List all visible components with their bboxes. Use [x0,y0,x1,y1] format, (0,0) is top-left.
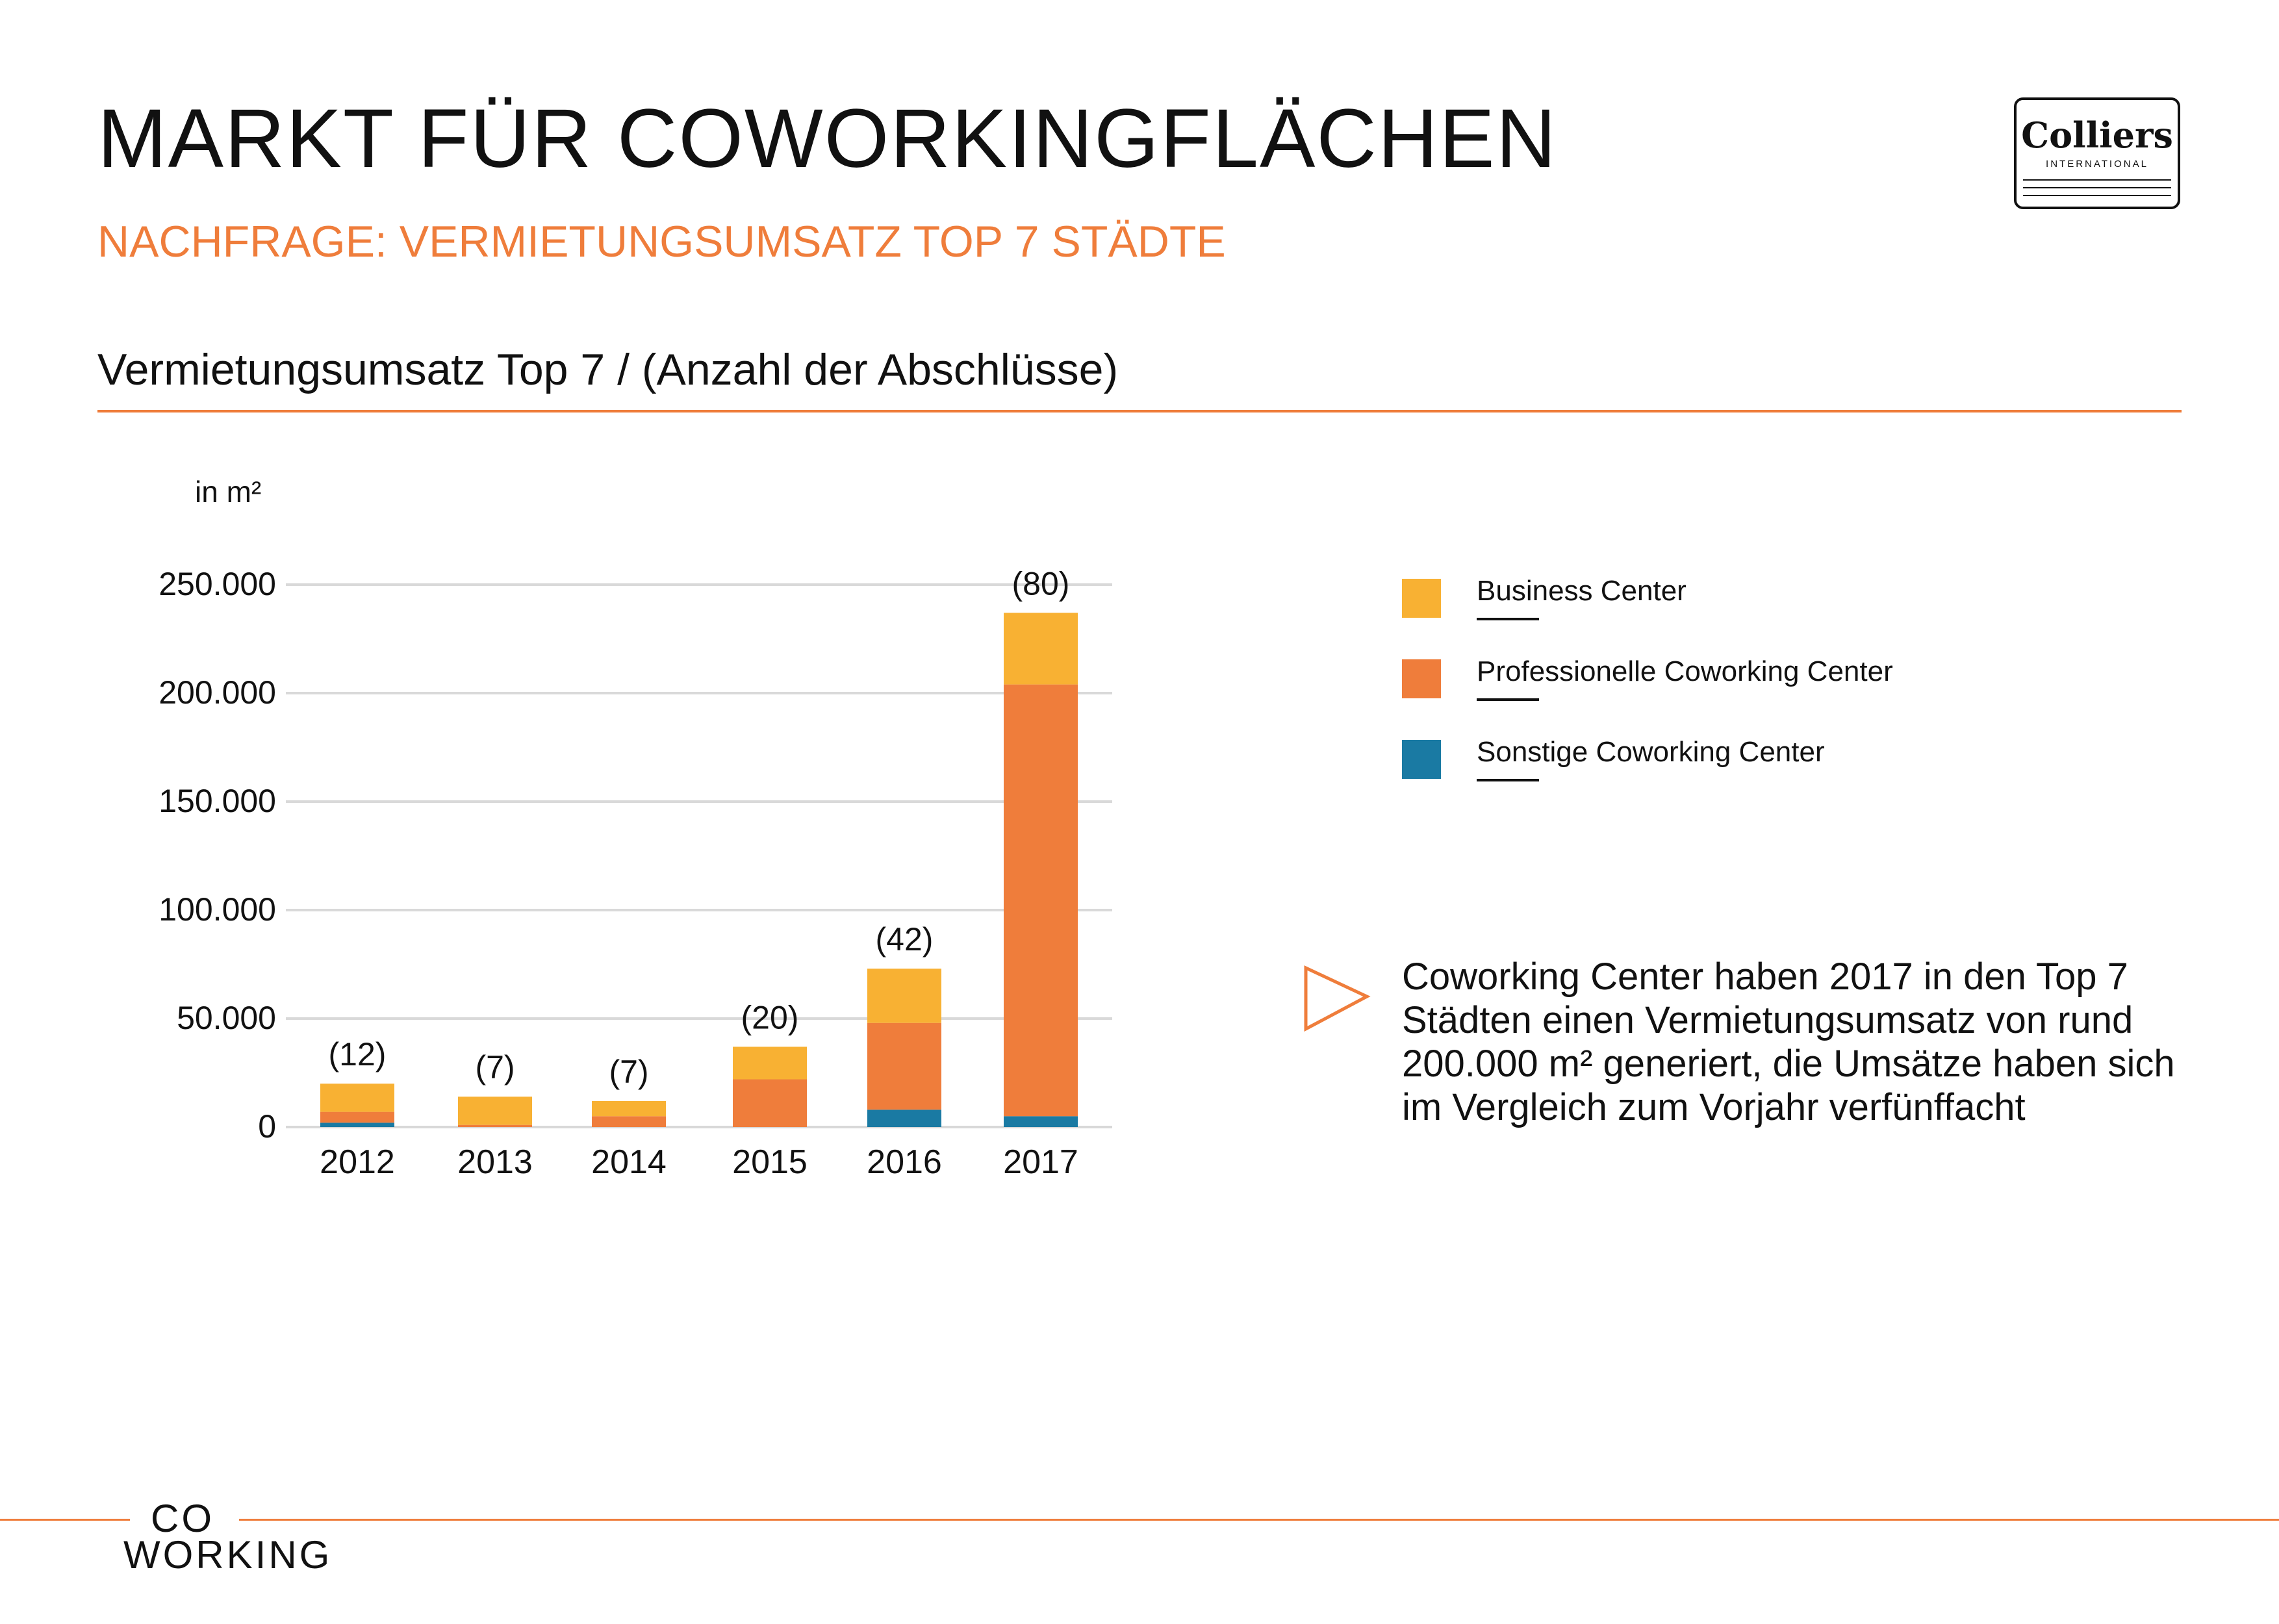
legend-swatch-business [1402,579,1441,618]
bar-segment [592,1116,666,1127]
x-tick-label: 2015 [732,1143,808,1181]
x-tick-label: 2017 [1003,1143,1078,1181]
y-tick-label: 150.000 [159,783,276,819]
bar-segment [320,1111,394,1123]
stacked-bar-chart: 0 50.000 100.000 150.000 200.000 250.000 (12) 2… [159,565,1112,1181]
deal-count-label: (12) [329,1036,387,1072]
deal-count-label: (20) [741,999,799,1035]
legend-underline [1477,618,1539,620]
legend-label-business: Business Center [1477,575,1687,607]
bar-segment [458,1097,532,1125]
bar-segment [733,1047,807,1080]
y-tick-label: 100.000 [159,891,276,928]
logo-line [2023,179,2171,181]
footer-divider-right [239,1519,2279,1521]
bar-segment [867,1110,941,1127]
callout-text: Coworking Center haben 2017 in den Top 7… [1402,956,2175,1128]
bar-segment [1004,684,1078,1117]
bar-segment [320,1084,394,1112]
bar-segment [1004,613,1078,685]
y-axis-unit: in m² [195,475,262,509]
deal-count-label: (7) [609,1054,648,1090]
bar-segment [320,1123,394,1127]
bar-segment [867,1022,941,1110]
y-tick-label: 50.000 [177,1000,276,1036]
legend-underline [1477,698,1539,701]
x-tick-label: 2012 [320,1143,395,1181]
legend-swatch-professional [1402,659,1441,698]
x-tick-label: 2014 [591,1143,667,1181]
legend-underline [1477,779,1539,781]
deal-count-label: (7) [475,1049,515,1085]
logo-name: Colliers [2021,114,2173,156]
triangle-arrow-icon [1304,965,1371,1032]
logo-subtitle: INTERNATIONAL [2046,159,2148,170]
logo-line [2023,195,2171,196]
bar-segment [1004,1116,1078,1127]
legend-swatch-sonstige [1402,740,1441,779]
bar-segment [867,969,941,1023]
coworking-logo: CO WORKING [123,1496,329,1580]
deal-count-label: (42) [876,921,934,958]
y-tick-label: 250.000 [159,566,276,602]
bar-segment [458,1124,532,1127]
legend-label-sonstige: Sonstige Coworking Center [1477,736,1825,768]
coworking-logo-bottom: WORKING [123,1533,333,1577]
title-divider [97,410,2182,412]
y-tick-label: 0 [258,1108,276,1145]
chart-title: Vermietungsumsatz Top 7 / (Anzahl der Ab… [97,345,1119,394]
x-tick-label: 2013 [457,1143,533,1181]
page-title: MARKT FÜR COWORKINGFLÄCHEN [97,92,1558,185]
page-subtitle: NACHFRAGE: VERMIETUNGSUMSATZ TOP 7 STÄDT… [97,217,1226,266]
deal-count-label: (80) [1012,565,1070,602]
bar-segment [592,1100,666,1117]
coworking-logo-top: CO [151,1497,214,1540]
colliers-logo: Colliers INTERNATIONAL [2014,97,2180,209]
logo-line [2023,187,2171,188]
x-tick-label: 2016 [867,1143,942,1181]
footer-divider-left [0,1519,130,1521]
bar-segment [733,1079,807,1127]
legend-label-professional: Professionelle Coworking Center [1477,655,1893,687]
y-tick-label: 200.000 [159,674,276,711]
